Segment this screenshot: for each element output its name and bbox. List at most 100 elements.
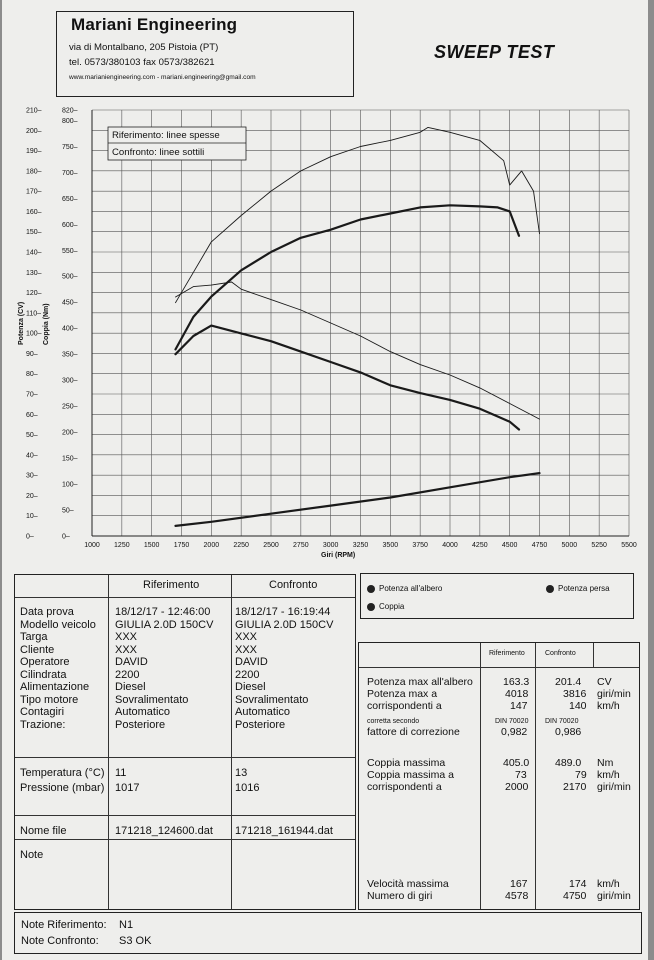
company-header-box: Mariani Engineering via di Montalbano, 2… — [56, 11, 354, 97]
legend-riferimento: Riferimento: linee spesse — [112, 130, 220, 141]
x-tick-label: 3750 — [412, 542, 428, 549]
info-row-rif: Posteriore — [115, 718, 166, 731]
power-tick-label: 10– — [26, 513, 38, 520]
vmax-rif: 167 — [510, 878, 528, 890]
x-tick-label: 1500 — [144, 542, 160, 549]
info-row-rif: XXX — [115, 643, 138, 656]
vmax-unit: km/h — [597, 878, 620, 890]
norm-label: corretta secondo — [367, 718, 420, 725]
info-row-conf: Posteriore — [235, 718, 286, 731]
torque-tick-label: 800– — [62, 118, 78, 125]
info-row-conf: DAVID — [235, 656, 268, 668]
legend-potenza-albero: Potenza all'albero — [379, 584, 443, 593]
x-tick-label: 2000 — [204, 542, 220, 549]
info-row-label: Data prova — [20, 606, 74, 618]
info-row-rif: 2200 — [115, 668, 140, 681]
info-row-rif: Automatico — [115, 706, 171, 718]
press-rif: 1017 — [115, 782, 140, 794]
info-row-conf: GIULIA 2.0D 150CV — [235, 618, 334, 631]
info-row-rif: Sovralimentato — [115, 693, 189, 706]
info-row-rif: DAVID — [115, 656, 148, 668]
ngiri-rif: 4578 — [505, 890, 529, 902]
pmax-conf: 201.4 — [555, 676, 582, 688]
fatt-conf: 0,986 — [555, 726, 582, 738]
ccorr-unit: giri/min — [597, 781, 631, 793]
x-tick-label: 5500 — [621, 542, 637, 549]
x-tick-label: 1000 — [84, 542, 100, 549]
power-tick-label: 80– — [26, 371, 38, 378]
power-tick-label: 70– — [26, 392, 38, 399]
series-confronto-torque-nm — [175, 281, 540, 420]
norm-rif: DIN 70020 — [495, 718, 529, 725]
coppia-dot — [367, 603, 375, 611]
power-tick-label: 170– — [26, 189, 42, 196]
x-tick-label: 1250 — [114, 542, 130, 549]
info-row-label: Modello veicolo — [20, 618, 96, 631]
press-conf: 1016 — [235, 782, 260, 794]
pmax-a-label: Potenza max a — [367, 688, 438, 700]
info-row-conf: XXX — [235, 631, 258, 643]
press-label: Pressione (mbar) — [20, 782, 105, 794]
temp-label: Temperatura (°C) — [20, 767, 105, 779]
torque-tick-label: 400– — [62, 326, 78, 333]
power-tick-label: 200– — [26, 128, 42, 135]
potenza-persa-dot — [546, 585, 554, 593]
x-tick-label: 1750 — [174, 542, 190, 549]
power-tick-label: 110– — [26, 310, 41, 317]
power-tick-label: 180– — [26, 168, 42, 175]
x-tick-label: 3250 — [353, 542, 369, 549]
info-row-conf: 2200 — [235, 668, 260, 681]
sweep-chart: 1000 1250 1500 1750 2000 2250 2500 2750 3000 3250… — [18, 108, 637, 560]
torque-tick-label: 750– — [62, 144, 78, 151]
torque-tick-label: 550– — [62, 248, 78, 255]
power-tick-label: 190– — [26, 148, 42, 155]
torque-tick-label: 100– — [62, 482, 78, 489]
series-riferimento-power-cv — [174, 204, 521, 351]
file-conf: 171218_161944.dat — [235, 825, 333, 837]
power-tick-label: 210– — [26, 108, 42, 115]
cmax-a-conf: 79 — [575, 769, 587, 781]
cmax-conf: 489.0 — [555, 757, 582, 769]
power-tick-label: 0– — [26, 534, 34, 541]
power-tick-label: 50– — [26, 432, 38, 439]
torque-tick-label: 350– — [62, 352, 78, 359]
info-row-conf: Automatico — [235, 706, 291, 718]
info-col-riferimento: Riferimento — [143, 579, 200, 591]
info-row-label: Operatore — [20, 656, 70, 668]
series-potenza-persa-power-cv — [174, 472, 541, 528]
results-col-riferimento: Riferimento — [489, 650, 525, 657]
fatt-label: fattore di correzione — [367, 726, 460, 738]
info-row-label: Trazione: — [20, 718, 66, 731]
norm-conf: DIN 70020 — [545, 718, 579, 725]
legend-coppia: Coppia — [379, 602, 405, 611]
company-address: via di Montalbano, 205 Pistoia (PT) — [69, 42, 219, 53]
info-row-conf: 18/12/17 - 16:19:44 — [235, 606, 331, 618]
potenza-albero-dot — [367, 585, 375, 593]
info-row-label: Cilindrata — [20, 668, 67, 681]
power-tick-label: 120– — [26, 290, 42, 297]
chart-grid — [91, 109, 630, 537]
cmax-unit: Nm — [597, 757, 614, 769]
torque-tick-label: 450– — [62, 300, 78, 307]
power-tick-label: 90– — [26, 351, 38, 358]
power-tick-label: 60– — [26, 412, 38, 419]
x-tick-label: 2750 — [293, 542, 309, 549]
corr-unit: km/h — [597, 700, 620, 712]
power-tick-label: 140– — [26, 250, 42, 257]
info-row-conf: Sovralimentato — [235, 693, 309, 706]
info-row-label: Targa — [20, 631, 48, 643]
torque-tick-label: 650– — [62, 196, 78, 203]
corr-conf: 140 — [569, 700, 587, 712]
ccorr-label: corrispondenti a — [367, 781, 442, 793]
info-row-label: Alimentazione — [20, 681, 90, 693]
pmax-a-rif: 4018 — [505, 688, 529, 700]
legend-confronto: Confronto: linee sottili — [112, 147, 204, 158]
torque-tick-label: 250– — [62, 404, 78, 411]
cmax-a-label: Coppia massima a — [367, 769, 454, 781]
torque-tick-label: 700– — [62, 170, 78, 177]
power-tick-label: 40– — [26, 452, 38, 459]
chart-legend-box — [107, 126, 247, 161]
file-rif: 171218_124600.dat — [115, 825, 213, 837]
info-row-conf: Diesel — [235, 681, 266, 693]
